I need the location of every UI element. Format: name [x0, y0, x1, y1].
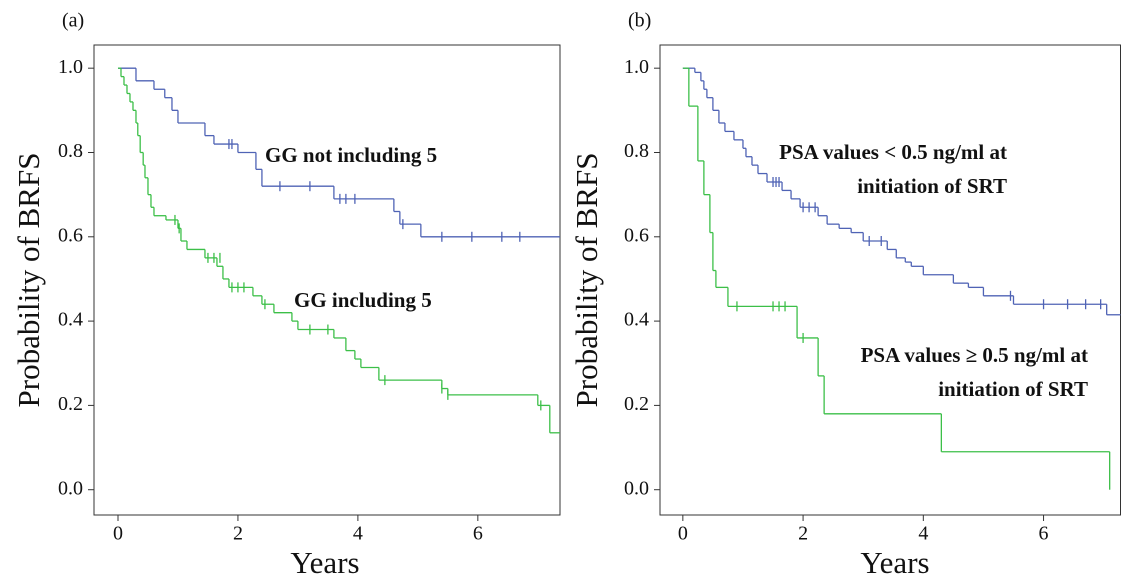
curve-label: PSA values ≥ 0.5 ng/ml at initiation of …: [860, 343, 1088, 401]
y-tick-label: 0.8: [58, 140, 83, 162]
y-tick-label: 0.4: [58, 309, 83, 331]
y-tick-label: 0.6: [58, 224, 83, 246]
panel-label: (b): [628, 10, 651, 32]
y-tick-label: 1.0: [58, 56, 83, 78]
x-tick-label: 2: [233, 523, 243, 545]
x-axis-label: Years: [860, 545, 929, 580]
y-tick-label: 0.8: [624, 140, 649, 162]
curve-label: GG not including 5: [265, 143, 438, 167]
x-tick-label: 4: [353, 523, 363, 545]
y-axis-label: Probability of BRFS: [11, 153, 46, 408]
x-tick-label: 0: [113, 523, 123, 545]
y-tick-label: 0.2: [624, 393, 649, 415]
x-tick-label: 6: [473, 523, 483, 545]
y-tick-label: 0.2: [58, 393, 83, 415]
x-axis-label: Years: [290, 545, 359, 580]
x-tick-label: 6: [1039, 523, 1049, 545]
curve-label: GG including 5: [294, 288, 432, 312]
curve-label: PSA values < 0.5 ng/ml at initiation of …: [779, 140, 1007, 198]
y-tick-label: 0.4: [624, 309, 649, 331]
panel-label: (a): [62, 10, 84, 32]
x-tick-label: 4: [918, 523, 928, 545]
y-axis-label: Probability of BRFS: [569, 153, 604, 408]
y-tick-label: 0.6: [624, 224, 649, 246]
x-tick-label: 2: [798, 523, 808, 545]
y-tick-label: 0.0: [624, 477, 649, 499]
plot-frame: [659, 44, 1121, 516]
x-tick-label: 0: [678, 523, 688, 545]
y-tick-label: 1.0: [624, 56, 649, 78]
plot-frame: [93, 44, 561, 516]
y-tick-label: 0.0: [58, 477, 83, 499]
